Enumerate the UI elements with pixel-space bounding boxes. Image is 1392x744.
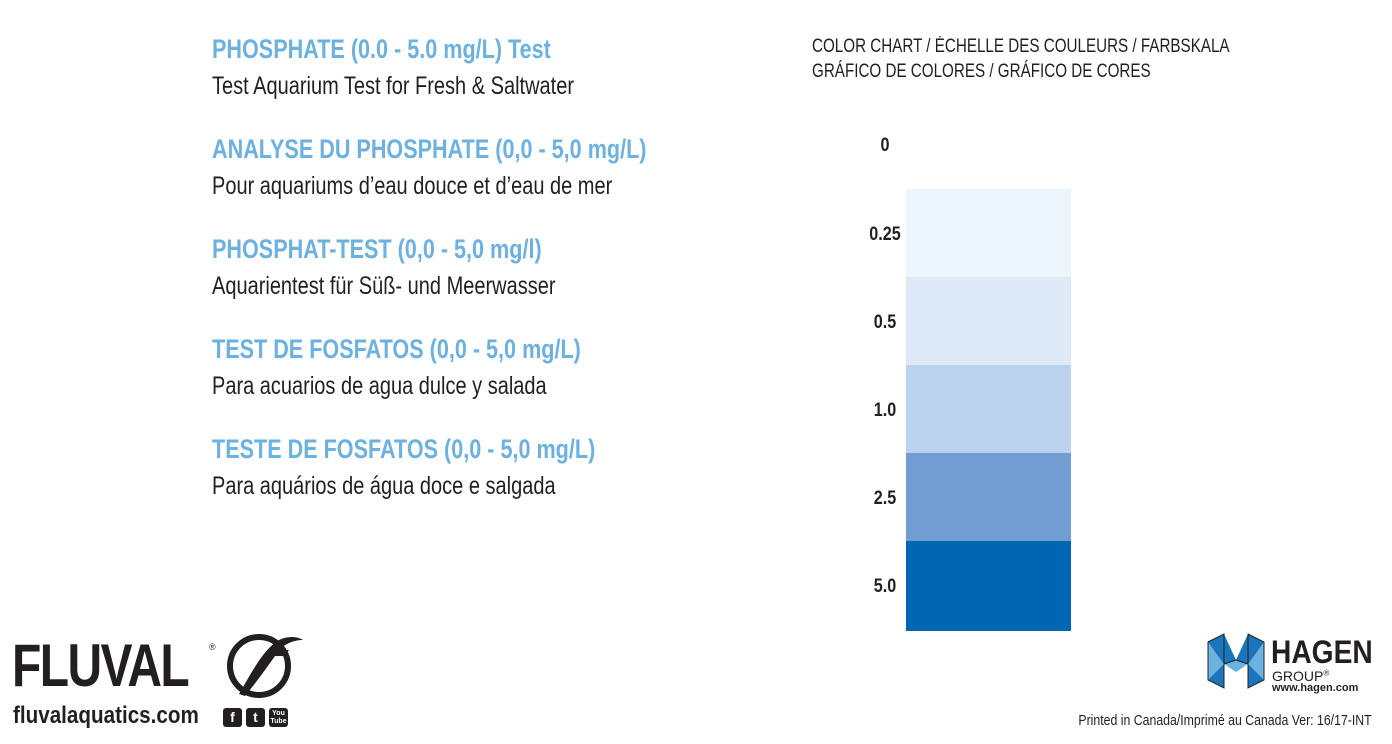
level-label: 2.5	[873, 488, 897, 509]
print-info: Printed in Canada/Imprimé au Canada Ver:…	[1078, 712, 1372, 729]
fluval-website[interactable]: fluvalaquatics.com	[13, 702, 199, 729]
hagen-group-label: GROUP®	[1272, 668, 1329, 684]
color-swatch	[906, 101, 1071, 189]
block-subtitle: Pour aquariums d’eau douce et d’eau de m…	[212, 172, 613, 200]
block-subtitle: Aquarientest für Süß- und Meerwasser	[212, 272, 556, 300]
fluval-wordmark: FLUVAL	[12, 632, 190, 699]
color-swatch	[906, 277, 1071, 365]
youtube-icon[interactable]: You Tube	[269, 708, 288, 727]
color-chart-heading: COLOR CHART / ÉCHELLE DES COULEURS / FAR…	[812, 34, 1230, 84]
block-title: TEST DE FOSFATOS (0,0 - 5,0 mg/L)	[212, 334, 581, 364]
fluval-emblem-icon	[227, 634, 303, 698]
block-title: TESTE DE FOSFATOS (0,0 - 5,0 mg/L)	[212, 434, 596, 464]
hagen-wordmark: HAGEN	[1271, 634, 1373, 670]
block-title: ANALYSE DU PHOSPHATE (0,0 - 5,0 mg/L)	[212, 134, 647, 164]
block-subtitle: Para acuarios de agua dulce y salada	[212, 372, 547, 400]
hagen-emblem-icon	[1207, 633, 1265, 689]
description-block-pt: TESTE DE FOSFATOS (0,0 - 5,0 mg/L) Para …	[212, 434, 772, 534]
color-swatch	[906, 365, 1071, 453]
level-label: 0	[880, 135, 890, 156]
description-block-en: PHOSPHATE (0.0 - 5.0 mg/L) Test Test Aqu…	[212, 34, 772, 134]
color-swatch	[906, 453, 1071, 541]
color-chart-heading-line2: GRÁFICO DE COLORES / GRÁFICO DE CORES	[812, 61, 1151, 82]
block-subtitle: Para aquários de água doce e salgada	[212, 472, 556, 500]
registered-mark: ®	[1323, 668, 1330, 678]
block-title: PHOSPHATE (0.0 - 5.0 mg/L) Test	[212, 34, 551, 64]
hagen-group-text: GROUP	[1272, 668, 1324, 684]
color-swatch	[906, 189, 1071, 277]
description-block-fr: ANALYSE DU PHOSPHATE (0,0 - 5,0 mg/L) Po…	[212, 134, 772, 234]
description-block-de: PHOSPHAT-TEST (0,0 - 5,0 mg/l) Aquarient…	[212, 234, 772, 334]
facebook-icon[interactable]: f	[223, 708, 242, 727]
level-label: 5.0	[873, 576, 897, 597]
test-description-list: PHOSPHATE (0.0 - 5.0 mg/L) Test Test Aqu…	[212, 34, 772, 534]
level-label: 1.0	[873, 400, 897, 421]
block-title: PHOSPHAT-TEST (0,0 - 5,0 mg/l)	[212, 234, 542, 264]
block-subtitle: Test Aquarium Test for Fresh & Saltwater	[212, 72, 575, 100]
level-label: 0.5	[873, 312, 897, 333]
color-swatch	[906, 541, 1071, 631]
level-label: 0.25	[869, 224, 901, 245]
registered-mark: ®	[209, 642, 216, 652]
twitter-icon[interactable]: t	[246, 708, 265, 727]
color-chart-heading-line1: COLOR CHART / ÉCHELLE DES COULEURS / FAR…	[812, 36, 1230, 57]
hagen-website[interactable]: www.hagen.com	[1272, 682, 1359, 694]
description-block-es: TEST DE FOSFATOS (0,0 - 5,0 mg/L) Para a…	[212, 334, 772, 434]
